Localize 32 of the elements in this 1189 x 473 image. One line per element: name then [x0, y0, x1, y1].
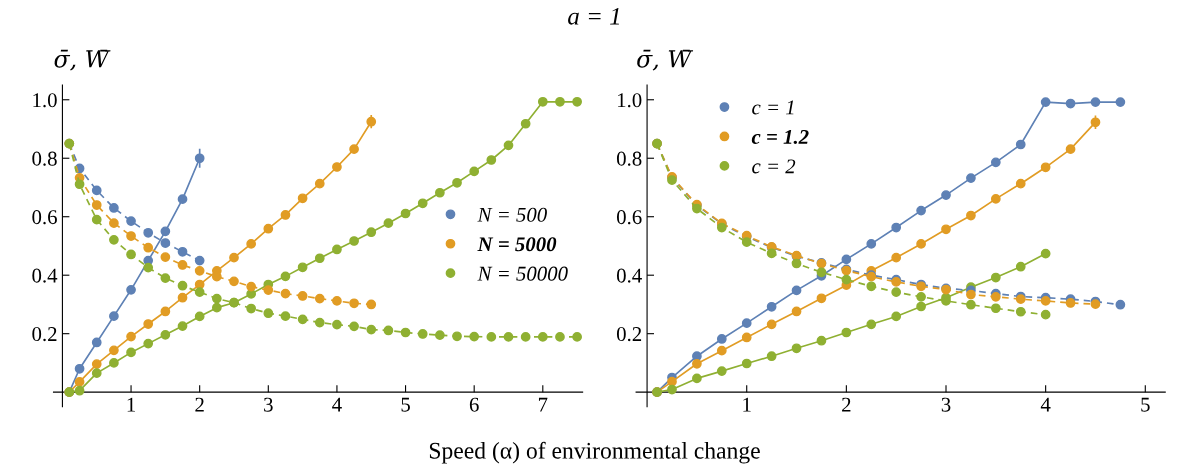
x-tick-label: 6: [469, 397, 479, 412]
y-tick-label: 1.0: [618, 93, 642, 108]
legend-label: c = 1.2: [751, 129, 809, 145]
y-tick-label: 0.2: [616, 327, 642, 342]
y-tick-label: 0.6: [32, 210, 57, 225]
y-tick-label: 0.4: [616, 268, 642, 283]
x-tick-label: 1: [127, 397, 136, 412]
legend-label: N = 500: [477, 207, 547, 222]
x-tick-label: 3: [941, 397, 951, 412]
chart-title: a = 1: [568, 7, 619, 25]
x-tick-label: 5: [1141, 397, 1150, 412]
y-axis-title: σ̄, W̄: [54, 49, 111, 71]
y-tick-label: 0.8: [616, 151, 642, 166]
y-tick-label: 0.2: [32, 327, 57, 342]
x-tick-label: 5: [401, 397, 410, 412]
legend-label: N = 50000: [477, 266, 568, 281]
y-tick-label: 0.6: [616, 210, 642, 225]
y-tick-label: 1.0: [33, 93, 57, 108]
y-axis-title: σ̄, W̄: [637, 49, 694, 71]
legend-label: c = 1: [752, 100, 794, 115]
legend-label: c = 2: [752, 159, 796, 174]
y-tick-label: 0.4: [32, 268, 58, 283]
y-tick-label: 0.8: [32, 151, 57, 166]
x-tick-label: 2: [195, 397, 204, 412]
x-tick-label: 4: [1040, 397, 1051, 412]
x-axis-title: Speed (α) of environmental change: [429, 441, 760, 464]
x-tick-label: 2: [842, 397, 851, 412]
x-tick-label: 3: [264, 397, 273, 412]
x-tick-label: 7: [538, 397, 548, 412]
x-tick-label: 4: [332, 397, 342, 412]
legend-label: N = 5000: [477, 237, 557, 252]
x-tick-label: 1: [743, 397, 751, 412]
